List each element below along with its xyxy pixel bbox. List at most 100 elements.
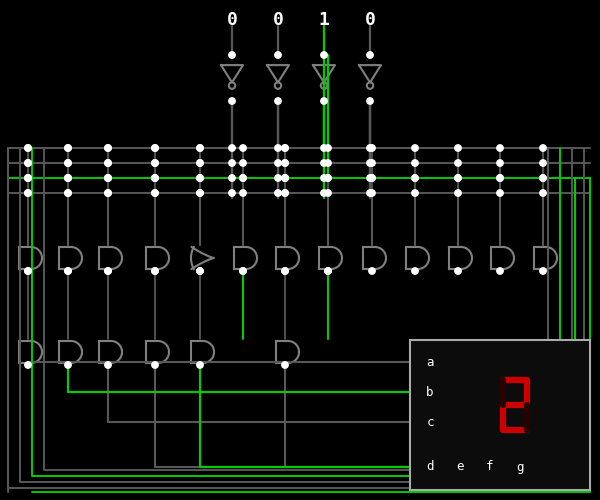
Circle shape — [197, 160, 203, 166]
Text: 0: 0 — [227, 11, 238, 29]
Circle shape — [197, 145, 203, 151]
Circle shape — [321, 145, 327, 151]
Circle shape — [65, 190, 71, 196]
Circle shape — [229, 175, 235, 181]
Circle shape — [65, 175, 71, 181]
Text: f: f — [486, 460, 494, 473]
Circle shape — [65, 160, 71, 166]
Circle shape — [321, 190, 327, 196]
Circle shape — [325, 175, 331, 181]
Circle shape — [240, 268, 246, 274]
Circle shape — [229, 52, 235, 58]
Circle shape — [105, 145, 111, 151]
Circle shape — [25, 190, 31, 196]
Text: 1: 1 — [319, 11, 329, 29]
Circle shape — [105, 268, 111, 274]
Circle shape — [369, 268, 375, 274]
Circle shape — [65, 160, 71, 166]
Circle shape — [321, 175, 327, 181]
Circle shape — [105, 362, 111, 368]
Circle shape — [321, 98, 327, 104]
Circle shape — [152, 160, 158, 166]
Circle shape — [229, 160, 235, 166]
Circle shape — [369, 175, 375, 181]
Circle shape — [282, 175, 288, 181]
Circle shape — [282, 145, 288, 151]
Circle shape — [65, 175, 71, 181]
Circle shape — [25, 362, 31, 368]
Circle shape — [275, 190, 281, 196]
Text: 0: 0 — [365, 11, 376, 29]
Circle shape — [540, 175, 546, 181]
Text: e: e — [456, 460, 464, 473]
Circle shape — [197, 268, 203, 274]
Circle shape — [325, 268, 331, 274]
Circle shape — [321, 52, 327, 58]
Circle shape — [197, 145, 203, 151]
Circle shape — [367, 145, 373, 151]
Circle shape — [105, 160, 111, 166]
Circle shape — [275, 160, 281, 166]
Circle shape — [282, 190, 288, 196]
Circle shape — [105, 175, 111, 181]
Circle shape — [540, 175, 546, 181]
Circle shape — [282, 175, 288, 181]
Text: g: g — [516, 460, 524, 473]
Circle shape — [152, 268, 158, 274]
Circle shape — [325, 175, 331, 181]
Circle shape — [367, 190, 373, 196]
Circle shape — [282, 175, 288, 181]
FancyBboxPatch shape — [410, 340, 590, 490]
Circle shape — [152, 175, 158, 181]
Circle shape — [197, 175, 203, 181]
Circle shape — [455, 175, 461, 181]
Circle shape — [412, 160, 418, 166]
Circle shape — [25, 145, 31, 151]
Circle shape — [152, 145, 158, 151]
Circle shape — [65, 362, 71, 368]
Circle shape — [240, 175, 246, 181]
Circle shape — [105, 190, 111, 196]
Circle shape — [65, 190, 71, 196]
Circle shape — [65, 145, 71, 151]
Circle shape — [25, 268, 31, 274]
Circle shape — [65, 145, 71, 151]
Circle shape — [25, 190, 31, 196]
Circle shape — [497, 175, 503, 181]
Circle shape — [282, 362, 288, 368]
Circle shape — [367, 175, 373, 181]
Text: 0: 0 — [272, 11, 283, 29]
Circle shape — [152, 190, 158, 196]
Circle shape — [152, 175, 158, 181]
Circle shape — [152, 160, 158, 166]
Circle shape — [369, 160, 375, 166]
Text: a: a — [426, 356, 434, 368]
Circle shape — [282, 160, 288, 166]
Circle shape — [197, 175, 203, 181]
Circle shape — [455, 175, 461, 181]
Circle shape — [197, 160, 203, 166]
Circle shape — [497, 175, 503, 181]
Circle shape — [497, 190, 503, 196]
Circle shape — [197, 175, 203, 181]
Circle shape — [240, 160, 246, 166]
Circle shape — [197, 268, 203, 274]
Circle shape — [412, 268, 418, 274]
Circle shape — [65, 175, 71, 181]
Circle shape — [152, 145, 158, 151]
Circle shape — [25, 160, 31, 166]
Circle shape — [497, 145, 503, 151]
Circle shape — [105, 190, 111, 196]
Circle shape — [240, 190, 246, 196]
Circle shape — [325, 190, 331, 196]
Circle shape — [25, 268, 31, 274]
Circle shape — [282, 145, 288, 151]
Circle shape — [105, 175, 111, 181]
Circle shape — [540, 160, 546, 166]
Circle shape — [540, 190, 546, 196]
Text: b: b — [426, 386, 434, 398]
Circle shape — [367, 98, 373, 104]
Circle shape — [25, 175, 31, 181]
Circle shape — [105, 160, 111, 166]
Circle shape — [275, 175, 281, 181]
